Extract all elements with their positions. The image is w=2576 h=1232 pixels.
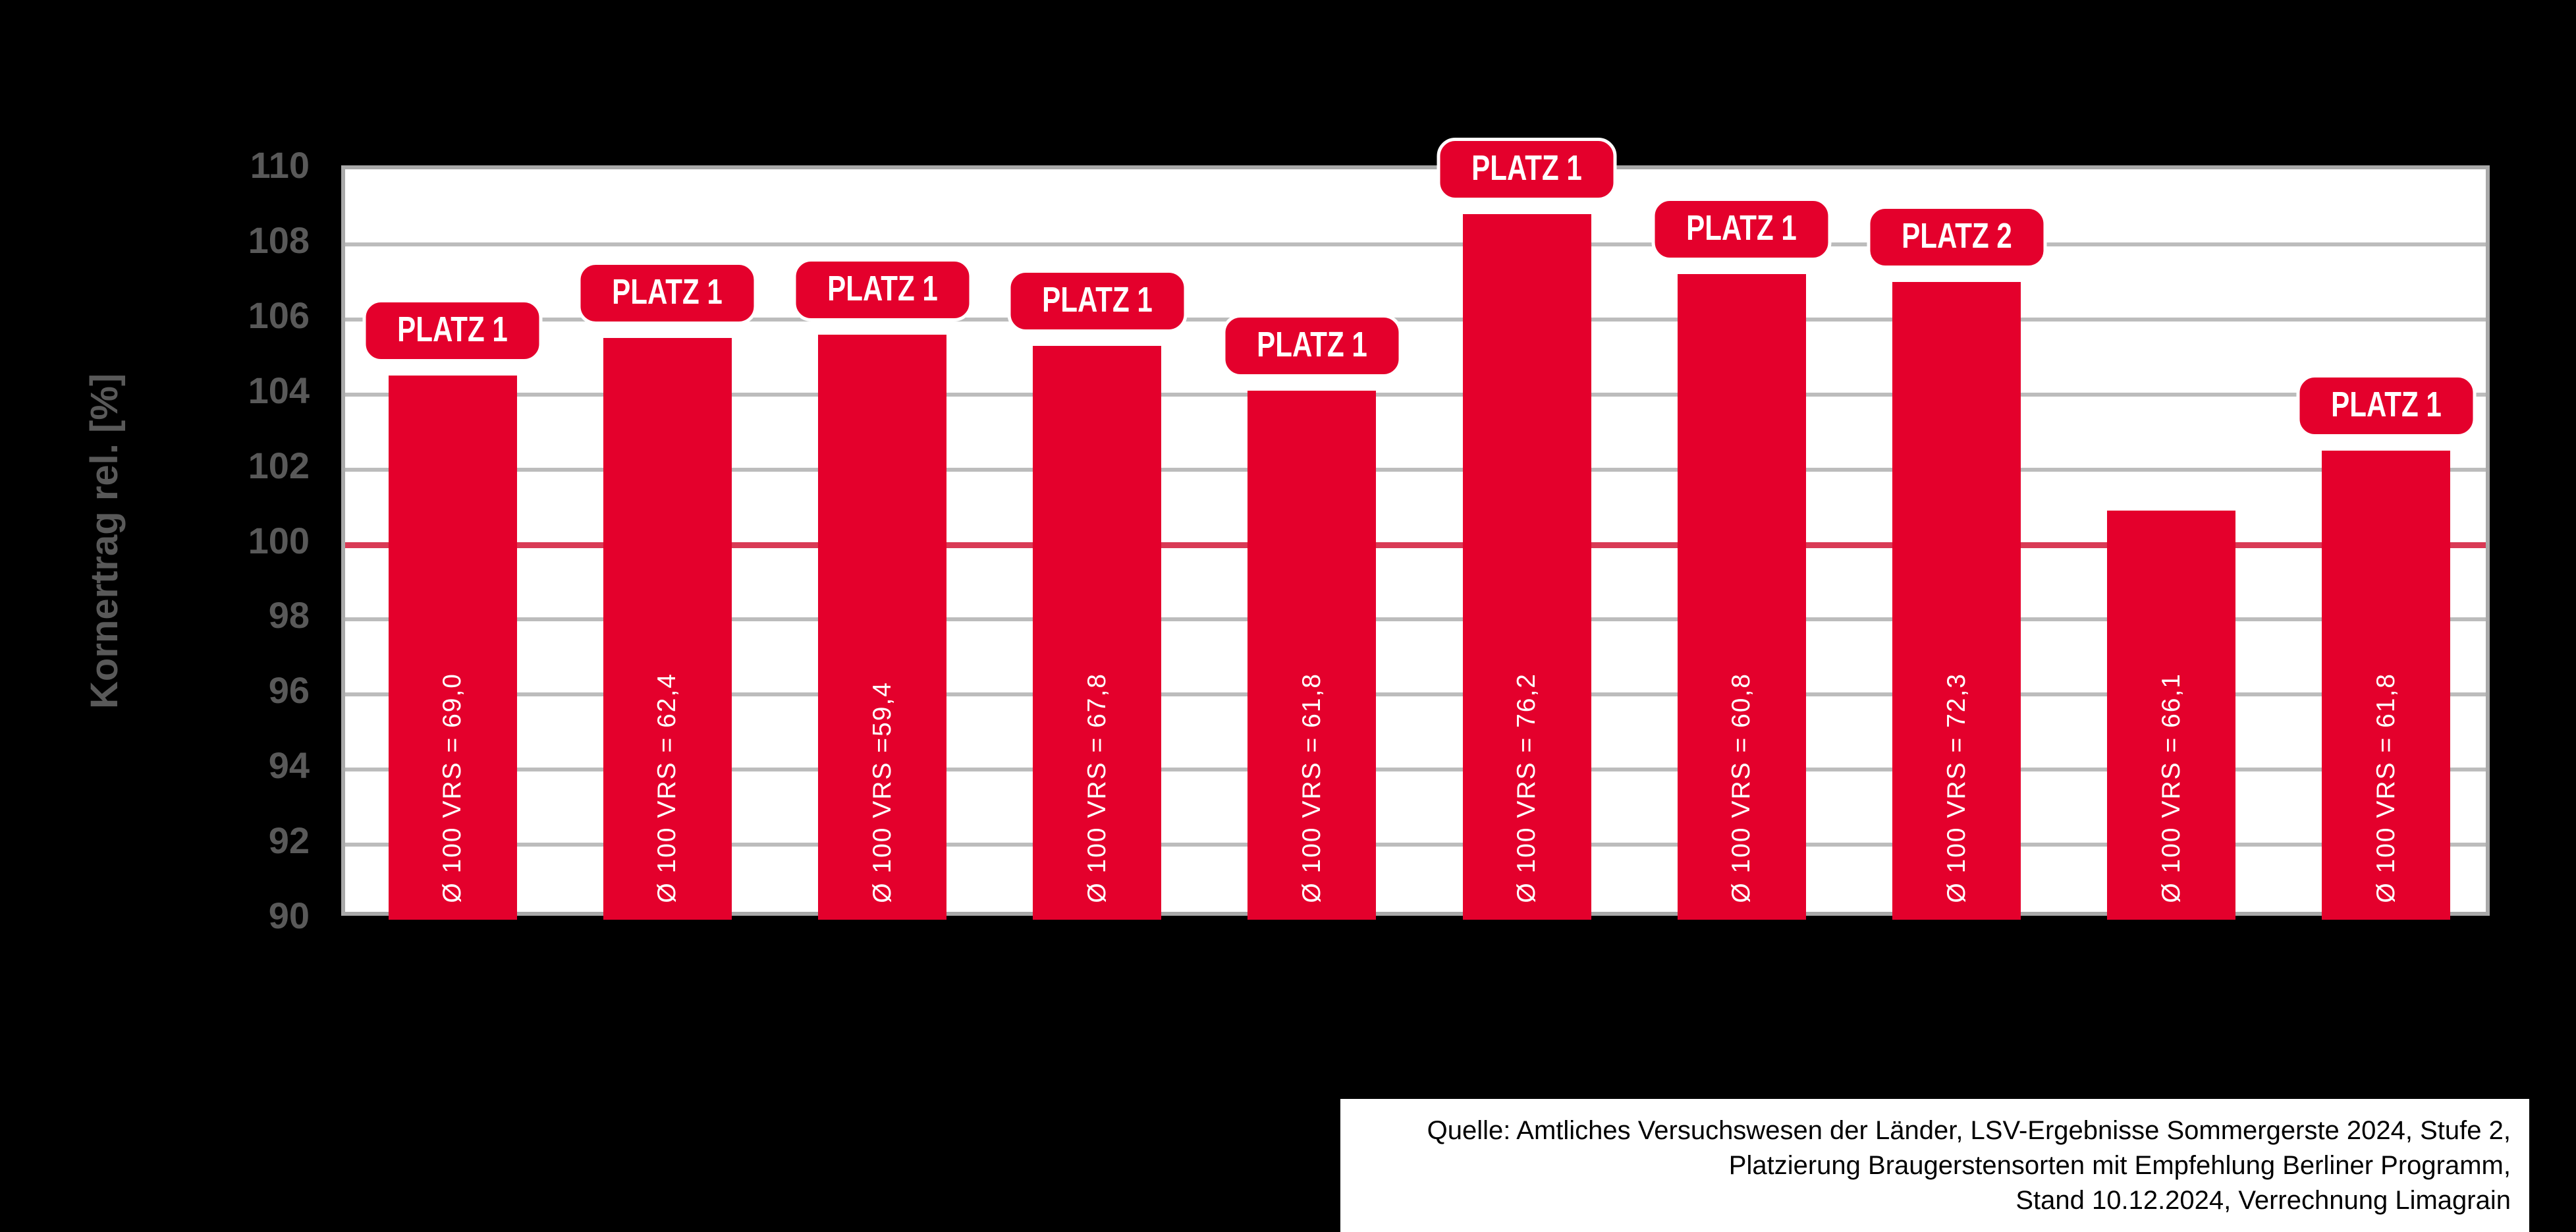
platz-badge: PLATZ 1 [792,258,972,322]
platz-badge: PLATZ 1 [1222,314,1402,378]
platz-badge: PLATZ 1 [1007,269,1188,333]
platz-badge-label: PLATZ 1 [1257,325,1367,364]
bar-6: Ø 100 VRS = 76,2 PLATZ 1 [1437,138,1617,920]
y-tick-label-98: 98 [268,594,310,636]
source-line: Stand 10.12.2024, Verrechnung Limagrain [2015,1186,2511,1216]
gridline-102 [345,467,2486,472]
source-line: Platzierung Braugerstensorten mit Empfeh… [1728,1151,2511,1181]
bar-8: Ø 100 VRS = 72,3 PLATZ 2 [1867,205,2046,920]
gridline-96 [345,692,2486,697]
bar-inner-label: Ø 100 VRS = 69,0 [438,673,467,903]
platz-badge-label: PLATZ 1 [1686,208,1797,248]
y-tick-label-102: 102 [248,444,310,486]
platz-badge-label: PLATZ 1 [397,310,508,350]
platz-badge-label: PLATZ 1 [827,268,938,308]
bar-inner-label: Ø 100 VRS = 76,2 [1512,673,1541,903]
platz-badge-label: PLATZ 2 [1901,215,2012,256]
y-tick-label-108: 108 [248,219,310,261]
baseline-100-line [345,542,2486,548]
platz-badge-label: PLATZ 1 [2331,385,2442,425]
gridline-98 [345,617,2486,622]
y-tick-label-100: 100 [248,519,310,561]
platz-badge-label: PLATZ 1 [1471,148,1582,188]
y-tick-label-96: 96 [268,669,310,712]
bar-inner-label: Ø 100 VRS = 61,8 [2371,673,2400,903]
source-line: Quelle: Amtliches Versuchswesen der Länd… [1427,1116,2511,1145]
y-tick-label-92: 92 [268,820,310,862]
y-tick-label-106: 106 [248,294,310,336]
gridline-104 [345,392,2486,397]
bar-3: Ø 100 VRS =59,4 PLATZ 1 [792,258,972,920]
bar-2: Ø 100 VRS = 62,4 PLATZ 1 [577,262,757,920]
bar-5: Ø 100 VRS = 61,8 PLATZ 1 [1222,314,1402,920]
bar-10: Ø 100 VRS = 61,8 PLATZ 1 [2296,374,2477,920]
bar-1: Ø 100 VRS = 69,0 PLATZ 1 [362,299,543,920]
bar-7: Ø 100 VRS = 60,8 PLATZ 1 [1651,198,1832,920]
platz-badge: PLATZ 1 [362,299,543,363]
plot-area: Ø 100 VRS = 69,0 PLATZ 1 Ø 100 VRS = 62,4 P… [341,138,2490,920]
bar-4: Ø 100 VRS = 67,8 PLATZ 1 [1007,269,1188,920]
gridline-92 [345,843,2486,847]
platz-badge: PLATZ 1 [1437,138,1617,202]
y-tick-label-104: 104 [248,369,310,411]
platz-badge: PLATZ 1 [577,262,757,325]
bar-inner-label: Ø 100 VRS = 62,4 [653,673,682,903]
bar-inner-label: Ø 100 VRS = 60,8 [1727,673,1756,903]
platz-badge: PLATZ 1 [1651,198,1832,262]
bar-inner-label: Ø 100 VRS = 66,1 [2156,673,2185,903]
bar-inner-label: Ø 100 VRS =59,4 [867,681,896,903]
source-attribution-box: Quelle: Amtliches Versuchswesen der Länd… [1340,1099,2529,1232]
gridline-108 [345,242,2486,246]
platz-badge: PLATZ 2 [1867,205,2046,269]
gridline-94 [345,768,2486,772]
bar-inner-label: Ø 100 VRS = 61,8 [1297,673,1326,903]
platz-badge-label: PLATZ 1 [612,272,723,312]
platz-badge: PLATZ 1 [2296,374,2477,438]
bar-9: Ø 100 VRS = 66,1 [2107,511,2236,920]
y-tick-label-90: 90 [268,895,310,936]
y-tick-label-110: 110 [250,144,310,186]
bar-inner-label: Ø 100 VRS = 72,3 [1942,673,1971,903]
y-tick-label-94: 94 [268,744,310,787]
platz-badge-label: PLATZ 1 [1041,279,1153,320]
gridline-106 [345,317,2486,322]
bar-inner-label: Ø 100 VRS = 67,8 [1082,673,1111,903]
